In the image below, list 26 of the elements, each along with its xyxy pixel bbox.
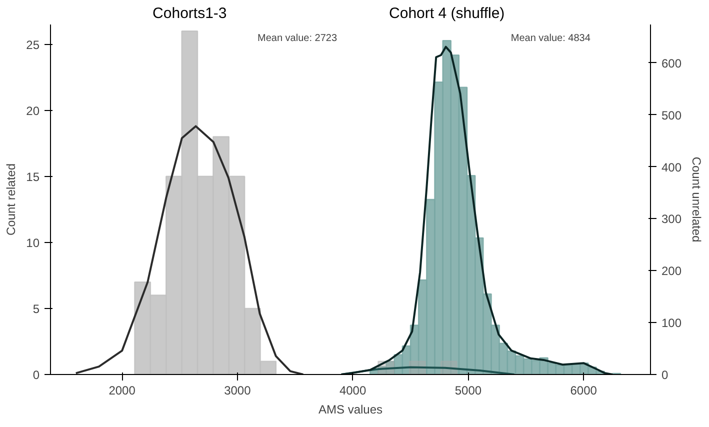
annotation: Mean value: 2723 xyxy=(258,33,338,44)
y-tick-label: 25 xyxy=(26,38,40,52)
x-tick-label: 6000 xyxy=(570,384,598,398)
y-tick-label: 10 xyxy=(26,236,40,250)
x-tick-label: 2000 xyxy=(108,384,136,398)
line-series xyxy=(74,125,304,374)
y2-tick-label: 300 xyxy=(662,212,682,226)
y2-tick-label: 600 xyxy=(662,56,682,70)
annotation: Mean value: 4834 xyxy=(510,33,591,44)
x-tick-label: 5000 xyxy=(454,384,482,398)
y-tick-label: 15 xyxy=(26,170,40,184)
y-tick-label: 20 xyxy=(26,104,40,118)
y2-tick-label: 200 xyxy=(662,264,682,278)
y2-tick-label: 100 xyxy=(662,316,682,330)
y2-tick-label: 400 xyxy=(662,160,682,174)
y-tick-label: 5 xyxy=(32,302,40,316)
y2-tick-label: 0 xyxy=(662,368,668,382)
y-tick-label: 0 xyxy=(32,368,40,382)
y2-axis-title: Count unrelated xyxy=(690,156,704,242)
y-axis-title: Count related xyxy=(4,163,18,236)
y2-tick-label: 500 xyxy=(662,108,682,122)
x-tick-label: 4000 xyxy=(339,384,366,398)
x-tick-label: 3000 xyxy=(224,384,252,398)
series-label: Cohorts1-3 xyxy=(152,5,227,22)
x-axis-title: AMS values xyxy=(318,402,383,416)
series-label: Cohort 4 (shuffle) xyxy=(389,5,505,22)
